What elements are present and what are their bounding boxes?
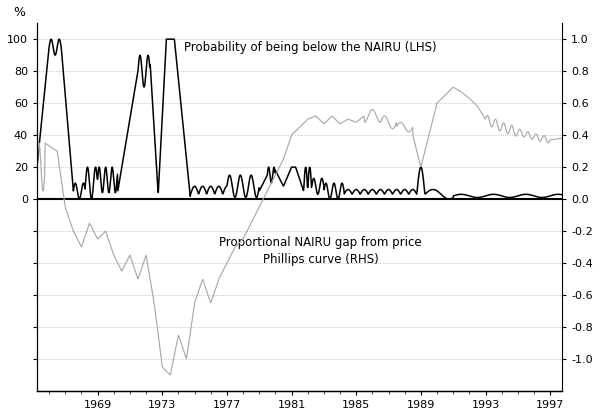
Text: Proportional NAIRU gap from price
Phillips curve (RHS): Proportional NAIRU gap from price Philli…	[220, 236, 422, 266]
Text: %: %	[13, 7, 25, 20]
Text: Probability of being below the NAIRU (LHS): Probability of being below the NAIRU (LH…	[184, 40, 436, 53]
